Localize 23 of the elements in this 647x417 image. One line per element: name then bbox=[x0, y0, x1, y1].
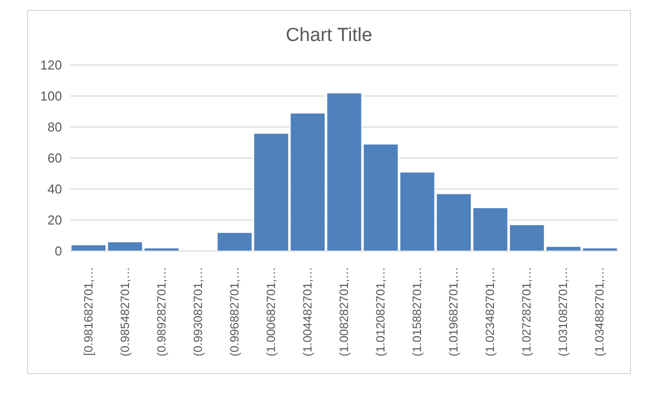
y-tick-label: 120 bbox=[40, 58, 62, 73]
x-tick-label: [0.981682701,… bbox=[81, 267, 96, 356]
x-tick-label: (1.012082701,… bbox=[374, 267, 388, 356]
x-tick-label: (1.008282701,… bbox=[337, 267, 351, 356]
chart-title: Chart Title bbox=[284, 25, 374, 47]
x-tick-label: (0.993082701,… bbox=[190, 267, 205, 356]
x-tick-label: (1.015882701,… bbox=[410, 267, 424, 356]
x-tick-label: (1.004482701,… bbox=[300, 267, 314, 356]
y-tick-label: 40 bbox=[48, 182, 62, 197]
x-tick-label: (1.034882701,… bbox=[592, 267, 607, 356]
y-tick-label: 20 bbox=[48, 212, 62, 228]
y-tick-label: 100 bbox=[40, 88, 62, 104]
x-tick-label: (0.985482701,… bbox=[118, 267, 132, 356]
y-tick-label: 80 bbox=[48, 120, 62, 135]
x-tick-label: (0.989282701,… bbox=[154, 267, 168, 356]
y-tick-label: 0 bbox=[54, 244, 62, 259]
x-tick-label: (1.019682701,… bbox=[446, 267, 461, 356]
x-tick-label: (0.996882701,… bbox=[227, 267, 242, 356]
x-tick-label: (1.023482701,… bbox=[483, 267, 498, 356]
y-tick-label: 60 bbox=[48, 150, 62, 166]
x-tick-label: (1.031082701,… bbox=[556, 267, 570, 356]
x-tick-label: (1.000682701,… bbox=[264, 267, 278, 356]
x-tick-label: (1.027282701,… bbox=[520, 267, 534, 356]
